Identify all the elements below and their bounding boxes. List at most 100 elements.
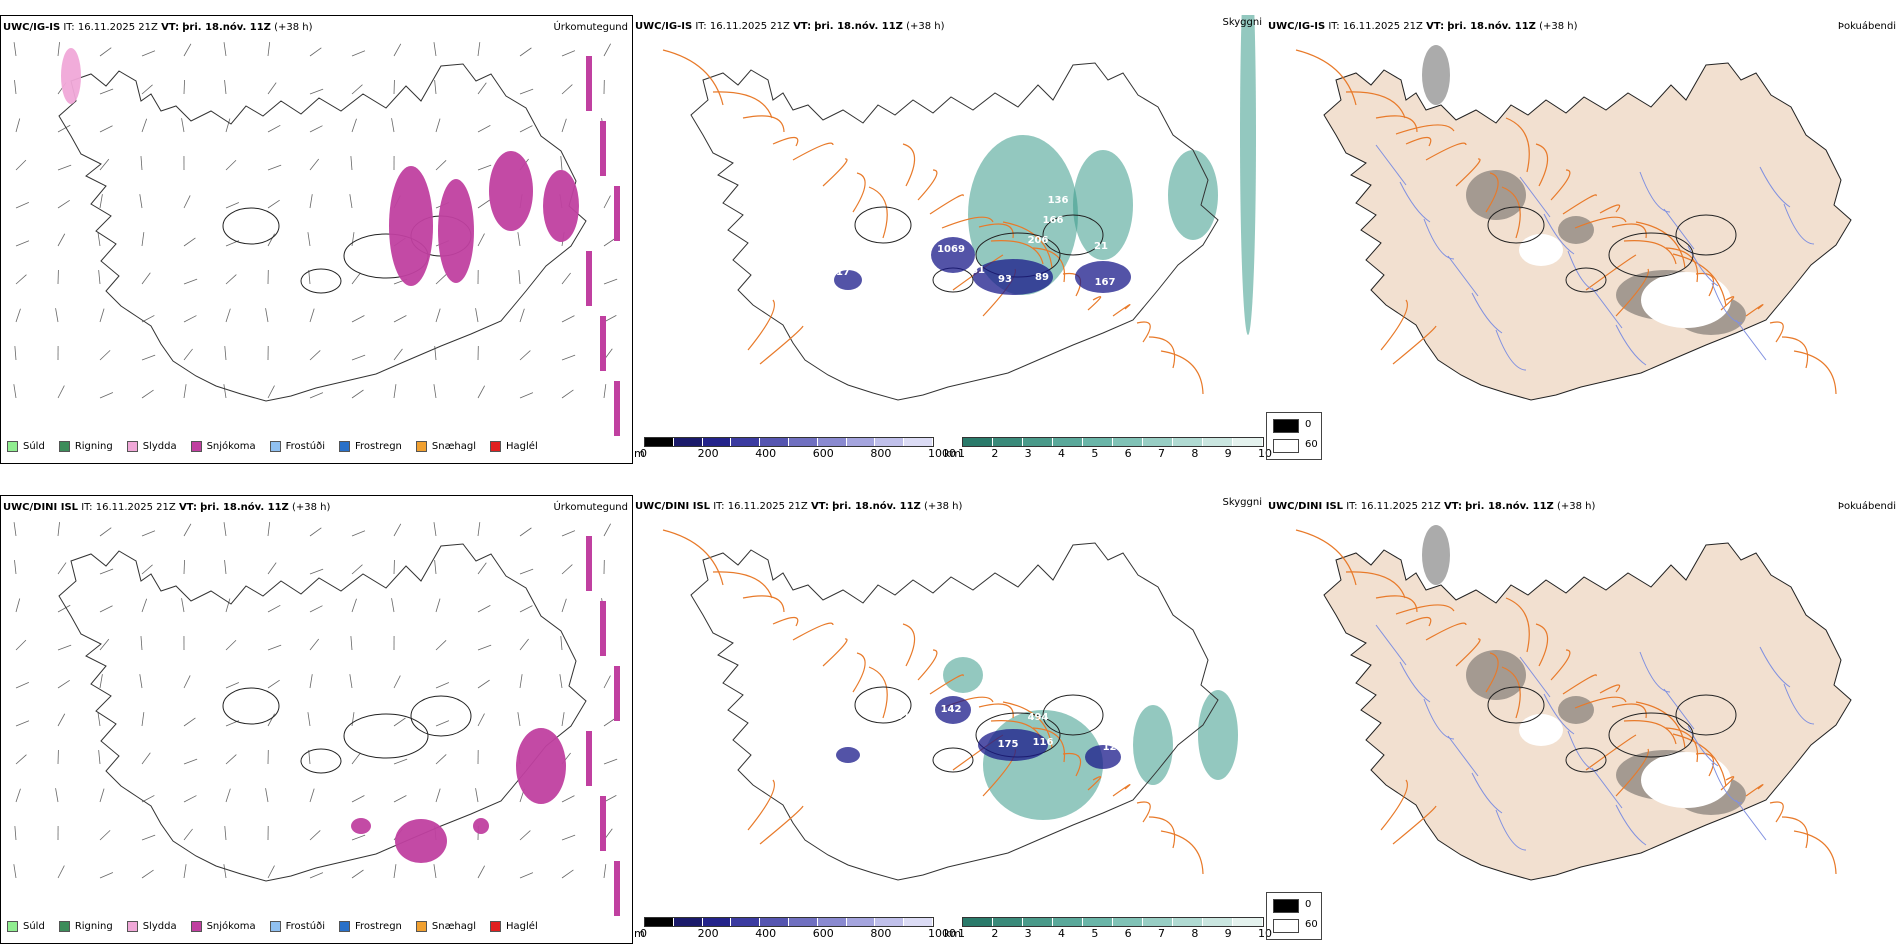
wind-barb (561, 869, 574, 879)
road-line (1585, 254, 1637, 291)
wind-barb (393, 675, 401, 689)
wind-barb (519, 392, 534, 399)
road-line (868, 186, 888, 239)
cloudbase-label: 298 (938, 724, 959, 735)
panel-header: UWC/IG-IS IT: 16.11.2025 21Z VT: þri. 18… (1268, 21, 1578, 32)
wind-barb (267, 713, 275, 727)
wind-barb (561, 834, 576, 841)
road-line (1375, 595, 1418, 613)
wind-barb (57, 164, 72, 171)
low-cloud-area (978, 729, 1048, 761)
wind-barb (435, 274, 447, 285)
wind-barb (141, 530, 156, 537)
wind-barb (97, 712, 101, 727)
colorbar-segment (963, 918, 993, 926)
legend-swatch (415, 441, 427, 452)
colorbar-segment (904, 918, 933, 926)
legend-swatch (490, 441, 502, 452)
wind-barb (223, 42, 227, 57)
road-line (1485, 652, 1499, 693)
wind-barb (350, 156, 353, 171)
wind-barb (141, 752, 151, 765)
road-line (1599, 684, 1621, 694)
glacier-outline (1487, 206, 1545, 244)
road-line (1032, 247, 1066, 283)
road-line (1611, 703, 1647, 719)
glacier-outline (1608, 232, 1694, 278)
visibility-map-row2: 142 175 116 120 298 494 208 53 27 51 (662, 529, 1238, 881)
fog-index-area (1558, 696, 1594, 724)
colorbar-segment (702, 918, 732, 926)
legend-label: Frostregn (355, 441, 402, 452)
wind-barb (57, 562, 67, 575)
glacier-outline (222, 207, 280, 245)
wind-barb (393, 795, 407, 803)
road-line (1148, 816, 1176, 849)
wind-barb (99, 674, 103, 689)
colorbar-segment (702, 438, 732, 446)
panel-title: Skyggni (1222, 497, 1262, 508)
river-line (1495, 809, 1527, 851)
road-line (747, 299, 775, 351)
wind-barb (99, 605, 113, 613)
wind-barb (15, 308, 21, 323)
colorbar-segment (993, 918, 1023, 926)
legend-label: Frostúði (285, 441, 325, 452)
cloudbase-label: 150 (1123, 155, 1144, 166)
low-visibility-area (968, 135, 1078, 295)
road-line (1781, 816, 1809, 849)
colorbar-tick: 7 (1158, 447, 1165, 460)
wind-barb (603, 278, 618, 285)
colorbar-segment (760, 438, 789, 446)
wind-barb (183, 795, 197, 803)
wind-barb (183, 237, 196, 247)
legend-label: Haglél (506, 921, 538, 932)
panel-header: UWC/IG-IS IT: 16.11.2025 21Z VT: þri. 18… (635, 21, 945, 32)
road-line (1148, 336, 1176, 369)
river-line (1759, 166, 1791, 208)
road-line (852, 652, 866, 693)
wind-barb (349, 194, 353, 209)
river-line (1615, 804, 1647, 846)
colorbar-tick: 8 (1191, 447, 1199, 460)
road-line (929, 674, 964, 695)
wind-barb (141, 598, 148, 613)
road-line (1062, 752, 1082, 777)
road-line (1672, 253, 1727, 307)
wind-barb (561, 598, 567, 613)
wind-barb (603, 758, 618, 765)
wind-barb (57, 124, 71, 133)
wind-barb (603, 523, 612, 537)
wind-barb (477, 522, 481, 537)
wind-barb (183, 278, 198, 285)
legend-swatch (490, 921, 502, 932)
road-line (1695, 752, 1715, 777)
wind-barb (435, 640, 447, 651)
colorbar-tick: 600 (812, 927, 834, 940)
wind-barb (433, 384, 437, 399)
road-line (1615, 268, 1649, 317)
precip-type-map-row1 (13, 42, 620, 436)
road-line (1405, 136, 1432, 147)
glacier-white (1641, 272, 1731, 328)
wind-barb (351, 712, 355, 727)
wind-barb (15, 598, 21, 613)
wind-barb (351, 834, 366, 841)
legend-swatch (126, 921, 138, 932)
road-line (902, 143, 916, 187)
legend-label: Súld (23, 921, 45, 932)
road-line (1392, 805, 1437, 845)
colorbar-strip (962, 437, 1264, 447)
fog-index-area (1422, 45, 1450, 105)
road-line (941, 216, 994, 229)
wind-barb (433, 522, 437, 537)
wind-barb (603, 717, 616, 727)
wind-barb (603, 43, 612, 57)
wind-barb (477, 679, 490, 689)
road-line (759, 805, 804, 845)
road-line (902, 623, 916, 667)
road-line (1395, 604, 1455, 615)
wind-barb (183, 79, 185, 95)
low-visibility-area (983, 710, 1103, 820)
wind-barb (603, 795, 617, 803)
